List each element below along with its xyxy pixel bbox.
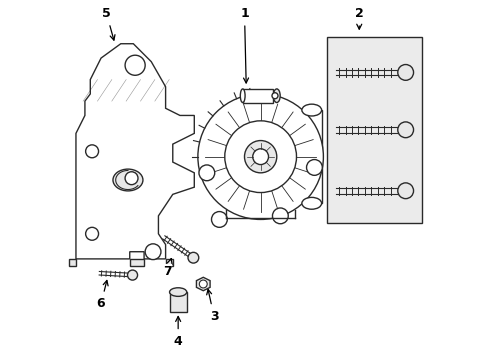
Text: 3: 3 xyxy=(206,289,218,323)
Text: 6: 6 xyxy=(97,280,108,310)
Text: 2: 2 xyxy=(354,7,363,29)
Circle shape xyxy=(397,64,413,80)
Circle shape xyxy=(145,244,161,260)
Bar xyxy=(169,292,186,312)
Circle shape xyxy=(397,183,413,199)
Text: 1: 1 xyxy=(240,7,248,83)
Text: 4: 4 xyxy=(173,316,182,348)
Polygon shape xyxy=(165,259,172,266)
Circle shape xyxy=(85,145,99,158)
Ellipse shape xyxy=(301,197,321,209)
Circle shape xyxy=(244,140,276,173)
Polygon shape xyxy=(129,259,144,266)
Ellipse shape xyxy=(169,288,186,296)
Circle shape xyxy=(125,55,145,75)
Circle shape xyxy=(272,208,287,224)
Circle shape xyxy=(252,149,268,165)
Ellipse shape xyxy=(273,89,280,103)
Circle shape xyxy=(187,252,198,263)
Polygon shape xyxy=(76,44,194,259)
Circle shape xyxy=(125,172,138,185)
Ellipse shape xyxy=(240,89,244,103)
Circle shape xyxy=(224,121,296,193)
Circle shape xyxy=(127,270,137,280)
Circle shape xyxy=(85,227,99,240)
Ellipse shape xyxy=(301,104,321,116)
Circle shape xyxy=(271,93,277,99)
Circle shape xyxy=(306,159,322,175)
Circle shape xyxy=(199,165,214,181)
Circle shape xyxy=(198,94,323,220)
Polygon shape xyxy=(196,277,210,291)
Text: 5: 5 xyxy=(102,7,115,40)
Circle shape xyxy=(397,122,413,138)
Circle shape xyxy=(211,212,227,227)
Bar xyxy=(242,89,273,103)
Polygon shape xyxy=(69,259,76,266)
Text: 7: 7 xyxy=(163,258,172,278)
Ellipse shape xyxy=(113,169,142,191)
Circle shape xyxy=(199,280,207,288)
Bar xyxy=(301,110,321,203)
Bar xyxy=(326,37,421,223)
